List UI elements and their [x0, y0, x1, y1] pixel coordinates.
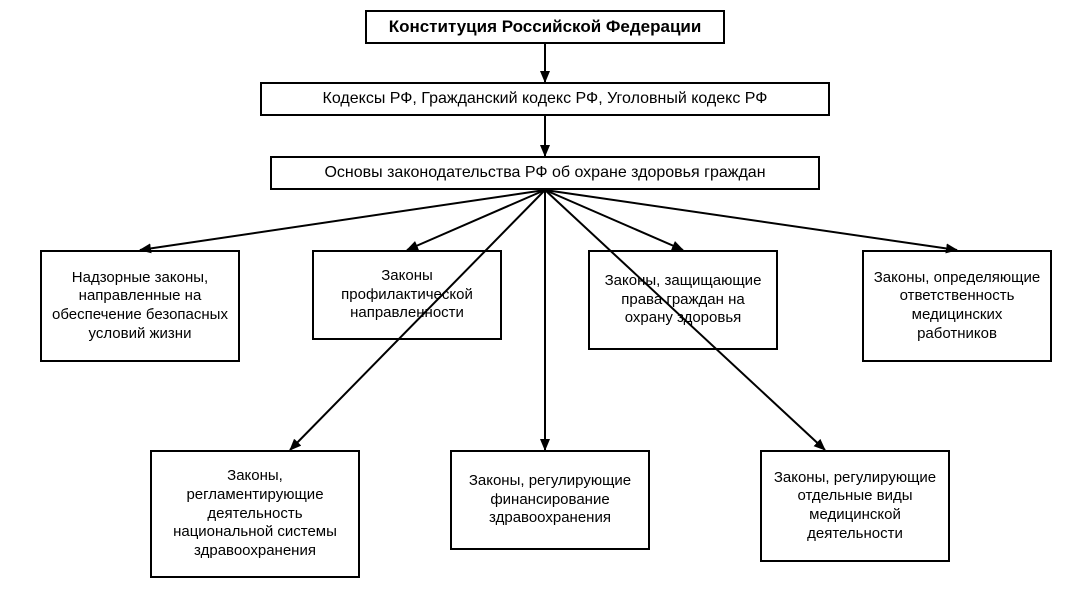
node-child-1: Законы, регламентирующие деятельность на…: [150, 450, 360, 578]
node-root: Конституция Российской Федерации: [365, 10, 725, 44]
node-branch-3: Законы, защищающие права граждан на охра…: [588, 250, 778, 350]
node-basics: Основы законодательства РФ об охране здо…: [270, 156, 820, 190]
node-branch-1: Надзорные законы, направленные на обеспе…: [40, 250, 240, 362]
node-branch-4: Законы, определяющие ответственность мед…: [862, 250, 1052, 362]
node-codes: Кодексы РФ, Гражданский кодекс РФ, Уголо…: [260, 82, 830, 116]
node-child-2: Законы, регулирующие финансирование здра…: [450, 450, 650, 550]
node-child-3: Законы, регулирующие отдельные виды меди…: [760, 450, 950, 562]
node-branch-2: Законы профилактической направленности: [312, 250, 502, 340]
